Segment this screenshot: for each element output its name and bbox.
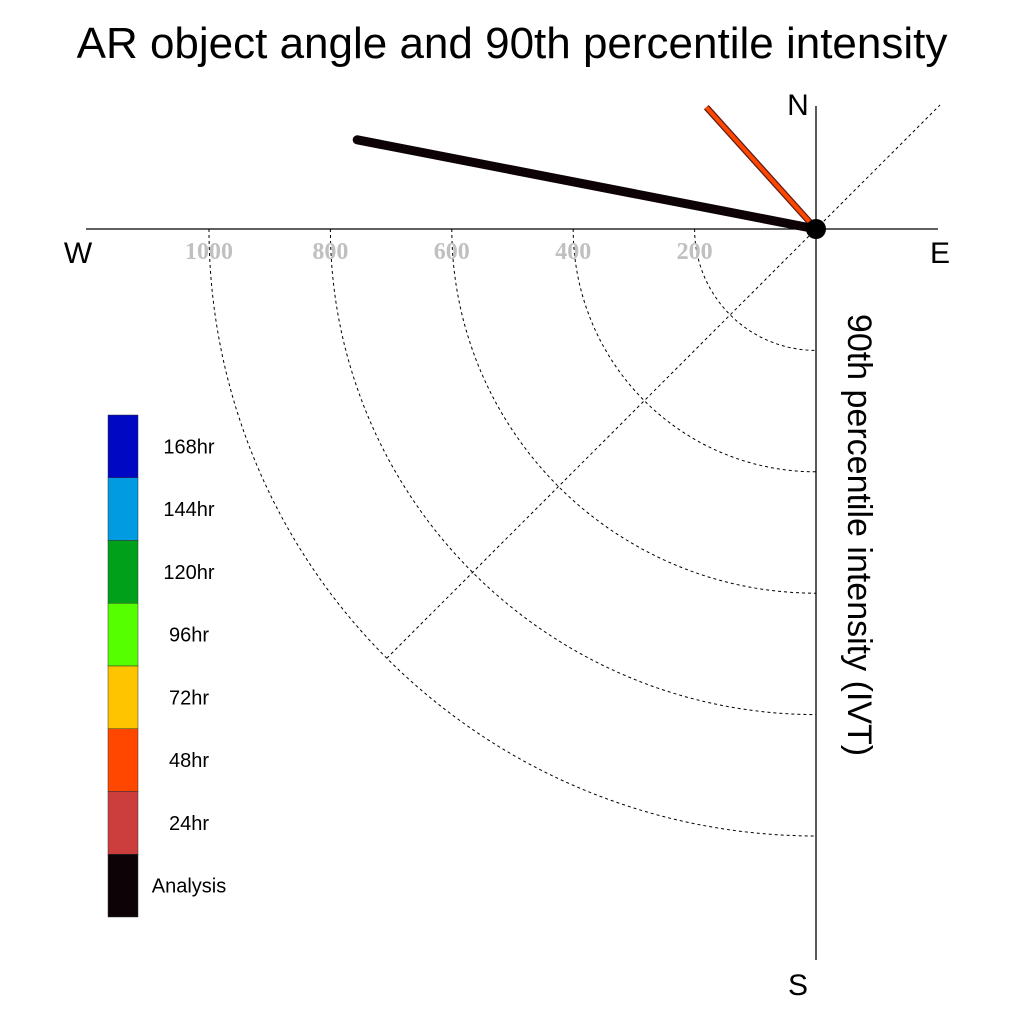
legend-swatch: [107, 414, 139, 478]
vector-48hr: [704, 105, 818, 231]
y-axis-label: 90th percentile intensity (IVT): [840, 314, 878, 756]
legend: 168hr 144hr 120hr 96hr 72hr 48hr 24hr Analysis: [107, 414, 226, 918]
radial-tick-label: 1000: [185, 239, 233, 265]
grid-arc-600: [451, 228, 817, 594]
legend-label: 144hr: [163, 499, 214, 521]
grid-arc-400: [572, 228, 817, 473]
legend-label: 72hr: [169, 687, 209, 709]
compass-west: W: [64, 237, 93, 270]
origin-marker: [806, 219, 826, 239]
series-vectors: [352, 105, 821, 234]
chart-title: AR object angle and 90th percentile inte…: [77, 19, 948, 68]
legend-swatch: [107, 665, 139, 729]
polar-grid: [208, 104, 941, 837]
radial-tick-label: 600: [434, 239, 470, 265]
legend-swatch: [107, 854, 139, 918]
vector-Analysis: [352, 135, 821, 234]
compass-south: S: [788, 969, 808, 1002]
legend-label: 24hr: [169, 813, 209, 835]
legend-label: 168hr: [163, 436, 214, 458]
compass-east: E: [930, 237, 950, 270]
legend-label: 48hr: [169, 750, 209, 772]
legend-label: Analysis: [152, 876, 226, 898]
legend-swatch: [107, 728, 139, 792]
grid-arc-1000: [208, 228, 817, 837]
radial-tick-label: 400: [555, 239, 591, 265]
radial-tick-labels: 200 400 600 800 1000: [185, 239, 713, 265]
legend-swatch: [107, 477, 139, 541]
legend-swatch: [107, 791, 139, 855]
grid-arc-200: [694, 228, 817, 351]
legend-swatch: [107, 540, 139, 604]
radial-tick-label: 800: [312, 239, 348, 265]
grid-arc-800: [329, 228, 817, 716]
legend-label: 120hr: [163, 562, 214, 584]
radial-tick-label: 200: [677, 239, 713, 265]
compass-north: N: [787, 89, 809, 122]
legend-label: 96hr: [169, 625, 209, 647]
grid-diagonal: [386, 104, 941, 659]
legend-swatch: [107, 603, 139, 667]
